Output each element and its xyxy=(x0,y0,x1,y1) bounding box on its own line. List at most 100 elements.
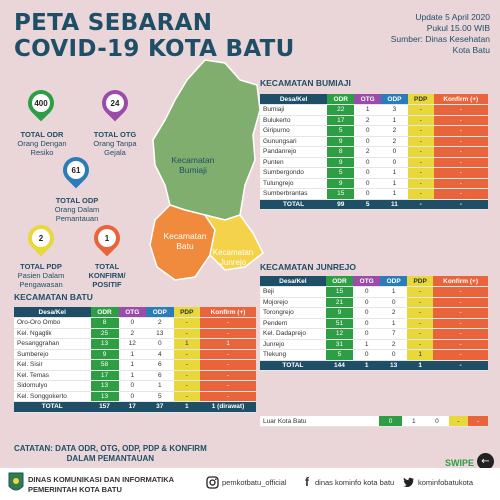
cell-pdp: 1 xyxy=(173,338,201,350)
cell-odp: 4 xyxy=(146,349,174,360)
table-row: Pendem 51 0 1- - xyxy=(260,318,488,329)
cell-odp: 2 xyxy=(380,339,408,350)
cell-odp: 3 xyxy=(381,104,408,116)
cell-otg: 0 xyxy=(118,317,146,329)
header-odr: ODR xyxy=(90,307,119,318)
cell-otg: 2 xyxy=(118,328,146,339)
cell-otg: 0 xyxy=(354,136,382,147)
cell-odr: 13 xyxy=(90,380,119,392)
cell-desa: Kel. Dadaprejo xyxy=(260,328,326,340)
cell-odr: 8 xyxy=(327,146,355,158)
total-odr: 99 xyxy=(327,199,355,210)
pdp-label-3: Pengawasan xyxy=(19,280,63,289)
cell-odp: 13 xyxy=(146,328,174,339)
instagram-icon[interactable] xyxy=(206,476,219,489)
junrejo-map-label-1: Kecamatan xyxy=(213,248,253,257)
table-row: Mojorejo 21 0 0- - xyxy=(260,297,488,308)
cell-pdp: - xyxy=(407,328,434,340)
arrow-left-icon[interactable]: ← xyxy=(477,453,494,470)
header-konfirm: Konfirm (+) xyxy=(200,307,256,318)
cell-desa: Bulukerto xyxy=(260,115,328,126)
footer-org-2: PEMERINTAH KOTA BATU xyxy=(28,485,122,494)
cell-odp: 0 xyxy=(381,157,408,168)
batu-map-label-1: Kecamatan xyxy=(164,231,207,241)
table-row: Junrejo 31 1 2- - xyxy=(260,339,488,350)
cell-otg: 0 xyxy=(353,318,381,329)
cell-desa: Tulungrejo xyxy=(260,178,328,189)
cell-konfirm: - xyxy=(433,115,488,126)
cell-pdp: - xyxy=(407,307,434,319)
instagram-handle[interactable]: pemkotbatu_official xyxy=(222,478,287,487)
header-otg: OTG xyxy=(354,94,382,105)
table-row: Bulukerto 17 2 1- - xyxy=(260,115,488,126)
twitter-handle[interactable]: kominfobatukota xyxy=(418,478,474,487)
cell-konfirm: - xyxy=(433,146,488,158)
swipe-label: SWIPE xyxy=(444,458,474,468)
table-row: Kel. Temas 17 1 6- - xyxy=(14,370,256,381)
total-odr: 157 xyxy=(90,401,119,413)
cell-pdp: - xyxy=(173,349,201,360)
cell-odr: 17 xyxy=(90,370,119,381)
cell-odp: 1 xyxy=(380,318,408,329)
bumiaji-map-label-2: Bumiaji xyxy=(179,165,207,175)
cell-desa: Punten xyxy=(260,157,328,168)
total-otg: 5 xyxy=(354,199,382,210)
batu-title: KECAMATAN BATU xyxy=(14,292,93,302)
cell-otg: 0 xyxy=(353,286,381,298)
pdp-legend: TOTAL PDP Pasien Dalam Pengawasan xyxy=(8,262,74,289)
cell-konfirm: - xyxy=(200,370,256,381)
header-odr: ODR xyxy=(325,276,354,287)
page-title: PETA SEBARAN COVID-19 KOTA BATU xyxy=(14,10,295,62)
cell-konfirm: - xyxy=(200,391,256,402)
cell-konfirm: - xyxy=(200,317,256,329)
header-desa: Desa/Kel xyxy=(260,276,326,287)
total-pdp: 1 xyxy=(407,360,434,371)
cell-konfirm: - xyxy=(433,339,488,350)
cell-otg: 2 xyxy=(354,115,382,126)
odp-legend: TOTAL ODP Orang Dalam Pemantauan xyxy=(45,196,109,223)
junrejo-region xyxy=(203,213,264,271)
header-odr: ODR xyxy=(327,94,355,105)
odr-label-1: TOTAL ODR xyxy=(20,130,64,139)
header-desa: Desa/Kel xyxy=(14,307,91,318)
bumiaji-map-label-1: Kecamatan xyxy=(172,155,215,165)
table-row: Sumberejo 9 1 4- - xyxy=(14,349,256,360)
cell-pdp: - xyxy=(173,328,201,339)
konfirm-label-3: POSITIF xyxy=(92,280,122,289)
cell-odp: 2 xyxy=(381,125,408,137)
cell-odr: 25 xyxy=(90,328,119,339)
cell-odr: 9 xyxy=(325,307,354,319)
header-konfirm: Konfirm (+) xyxy=(433,94,488,105)
twitter-icon[interactable] xyxy=(403,477,415,488)
cell-pdp: 1 xyxy=(407,349,434,361)
cell-konfirm: - xyxy=(433,136,488,147)
cell-desa: Sumberejo xyxy=(14,349,91,360)
cell-konfirm: - xyxy=(433,104,488,116)
odr-value: 400 xyxy=(32,94,50,112)
odp-value: 61 xyxy=(67,161,85,179)
cell-odr: 5 xyxy=(325,349,354,361)
cell-desa: Sumberbrantas xyxy=(260,188,328,200)
odr-label-3: Resiko xyxy=(30,148,54,157)
odr-pin-icon: 400 xyxy=(22,84,60,122)
total-odp: 37 xyxy=(146,401,174,413)
header-pdp: PDP xyxy=(407,276,434,287)
cell-desa: Mojorejo xyxy=(260,297,326,308)
cell-konfirm: - xyxy=(433,178,488,189)
cell-pdp: - xyxy=(407,104,434,116)
total-odp: 13 xyxy=(380,360,408,371)
odp-label-2: Orang Dalam xyxy=(54,205,100,214)
facebook-icon[interactable]: f xyxy=(305,475,309,489)
cell-odp: 6 xyxy=(146,370,174,381)
cell-otg: 0 xyxy=(353,297,381,308)
odp-label-3: Pemantauan xyxy=(55,214,99,223)
pdp-label-2: Pasien Dalam xyxy=(17,271,65,280)
cell-konfirm: - xyxy=(200,328,256,339)
title-line-1: PETA SEBARAN xyxy=(14,10,213,36)
facebook-handle[interactable]: dinas kominfo kota batu xyxy=(315,478,395,487)
table-row: Sumberbrantas 15 0 1- - xyxy=(260,188,488,200)
cell-konfirm: 1 xyxy=(200,338,256,350)
table-row: Punten 9 0 0- - xyxy=(260,157,488,168)
cell-konfirm: - xyxy=(468,416,488,427)
cell-desa: Sidomulyo xyxy=(14,380,91,392)
